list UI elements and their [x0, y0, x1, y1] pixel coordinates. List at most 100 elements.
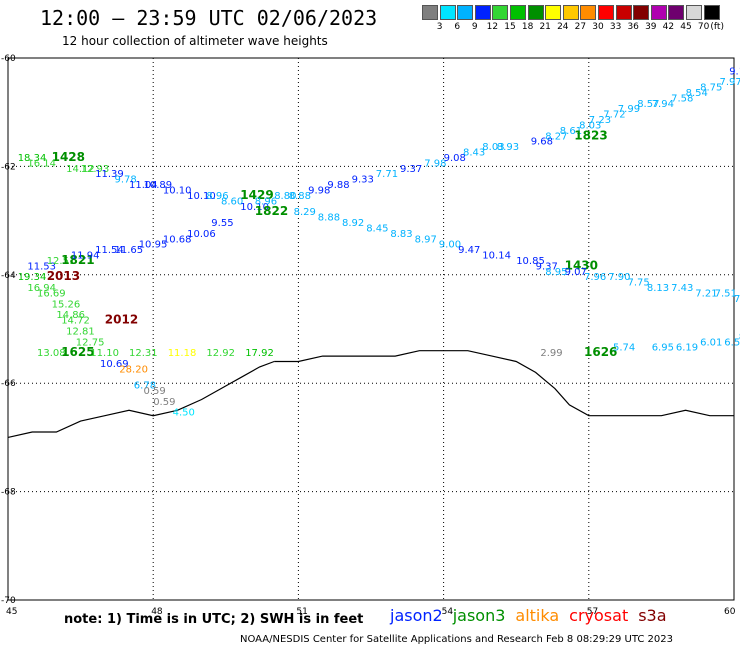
legend-label: 18 [521, 22, 534, 32]
wave-height-label: 8.96 [255, 196, 277, 207]
wave-height-label: 11.65 [115, 245, 144, 256]
satellite-jason3: jason3 [452, 606, 506, 625]
wave-height-label: 8 [739, 332, 740, 343]
wave-height-label: 7.43 [671, 283, 693, 294]
wave-height-label: 8.54 [686, 88, 708, 99]
wave-height-label: 10.10 [187, 191, 216, 202]
legend-label: 45 [680, 22, 692, 32]
wave-height-label: 7.58 [671, 93, 693, 104]
wave-height-label: 11.94 [71, 251, 100, 262]
legend-label: 42 [662, 22, 675, 32]
wave-height-label: 12.92 [206, 348, 235, 359]
wave-height-label: 8.45 [366, 223, 388, 234]
legend-swatch [439, 5, 456, 20]
wave-height-label: 9.37 [536, 261, 558, 272]
legend-swatch [650, 5, 667, 20]
satellite-s3a: s3a [638, 606, 667, 625]
legend-label: 39 [645, 22, 657, 32]
wave-height-label: 7.94 [652, 99, 674, 110]
wave-height-label: 10.68 [163, 234, 192, 245]
wave-height-label: 8.83 [390, 229, 412, 240]
wave-height-label: 10.69 [100, 359, 129, 370]
x-tick-label: 45 [6, 607, 17, 617]
legend-label: 33 [609, 22, 622, 32]
wave-height-label: 2.99 [540, 348, 562, 359]
pass-time-label: 2013 [47, 269, 80, 283]
satellite-cryosat: cryosat [569, 606, 629, 625]
wave-height-label: 18.34 [18, 153, 47, 164]
wave-height-label: 6.01 [700, 337, 722, 348]
wave-height-label: 15.26 [52, 299, 81, 310]
legend-swatch [703, 5, 720, 20]
pass-time-label: 1821 [61, 253, 94, 267]
wave-height-label: 7.90 [608, 272, 630, 283]
y-tick-label: -60 [1, 54, 16, 64]
wave-height-label: 14.86 [56, 310, 85, 321]
x-tick-label: 51 [296, 607, 307, 617]
legend-label: 36 [627, 22, 639, 32]
pass-time-label: 1429 [240, 188, 273, 202]
wave-height-label: 8.80 [274, 191, 296, 202]
pass-time-label: 1625 [61, 345, 94, 359]
pass-time-label: 1823 [574, 128, 607, 142]
wave-height-label: 8.27 [545, 131, 567, 142]
wave-height-label: 12.51 [47, 256, 76, 267]
legend-swatch [545, 5, 562, 20]
wave-height-label: 10.06 [187, 229, 216, 240]
legend-swatch [580, 5, 597, 20]
y-tick-label: -68 [1, 488, 16, 498]
wave-height-label: 7.97 [720, 77, 740, 88]
map-frame [7, 57, 735, 601]
wave-height-label: 0.59 [153, 397, 175, 408]
wave-height-label: 16.94 [27, 283, 56, 294]
wave-height-label: 11.54 [95, 245, 124, 256]
wave-height-label: 0.59 [144, 386, 166, 397]
wave-height-label: 7.21 [695, 289, 717, 300]
legend-swatch [474, 5, 491, 20]
legend-label: 30 [592, 22, 604, 32]
wave-height-label: 12.93 [81, 164, 110, 175]
wave-height-label: 10.14 [482, 251, 511, 262]
legend-swatch [510, 5, 526, 20]
legend-label: 70 [697, 22, 710, 32]
wave-height-label: 12.81 [66, 326, 95, 337]
wave-height-label: 8.60 [221, 196, 243, 207]
legend-label: 15 [504, 22, 516, 32]
footer-note: note: 1) Time is in UTC; 2) SWH is in fe… [64, 612, 364, 627]
wave-height-label: 8.93 [497, 142, 519, 153]
wave-height-label: 8.61 [560, 126, 582, 137]
legend-swatch [633, 5, 650, 20]
wave-height-label: 11.18 [168, 348, 197, 359]
wave-height-label: 7.99 [618, 104, 640, 115]
wave-height-label: 9.08 [444, 153, 466, 164]
wave-height-label: 16.14 [27, 158, 56, 169]
wave-height-label: 8.03 [482, 142, 504, 153]
legend-label: 21 [539, 22, 551, 32]
wave-height-label: 6.78 [134, 381, 156, 392]
wave-height-label: 8.03 [579, 121, 601, 132]
coastline [274, 350, 734, 417]
pass-time-label: 1626 [584, 345, 617, 359]
satellite-jason2: jason2 [390, 606, 443, 625]
legend-swatch [615, 5, 632, 20]
wave-height-label: 9.78 [115, 175, 137, 186]
wave-height-label: 11.53 [27, 261, 56, 272]
wave-height-label: 9.33 [352, 175, 374, 186]
wave-height-label: 7.72 [603, 110, 625, 121]
pass-time-label: 1822 [255, 204, 288, 218]
wave-height-label: 9.00 [439, 240, 461, 251]
wave-height-label: 28.20 [119, 364, 148, 375]
page-title: 12:00 – 23:59 UTC 02/06/2023 [40, 6, 378, 30]
wave-height-label: 7.98 [424, 158, 446, 169]
legend-label: 6 [454, 22, 461, 32]
wave-height-label: 11.04 [129, 180, 158, 191]
wave-height-label: 9.68 [531, 137, 553, 148]
wave-height-label: 8.57 [637, 99, 659, 110]
pass-time-label: 1430 [565, 258, 598, 272]
wave-height-label: 12.75 [76, 337, 105, 348]
legend-swatch [668, 5, 685, 20]
y-tick-label: -62 [1, 162, 16, 172]
wave-height-label: 9.07 [565, 267, 587, 278]
wave-height-label: 8.88 [289, 191, 311, 202]
